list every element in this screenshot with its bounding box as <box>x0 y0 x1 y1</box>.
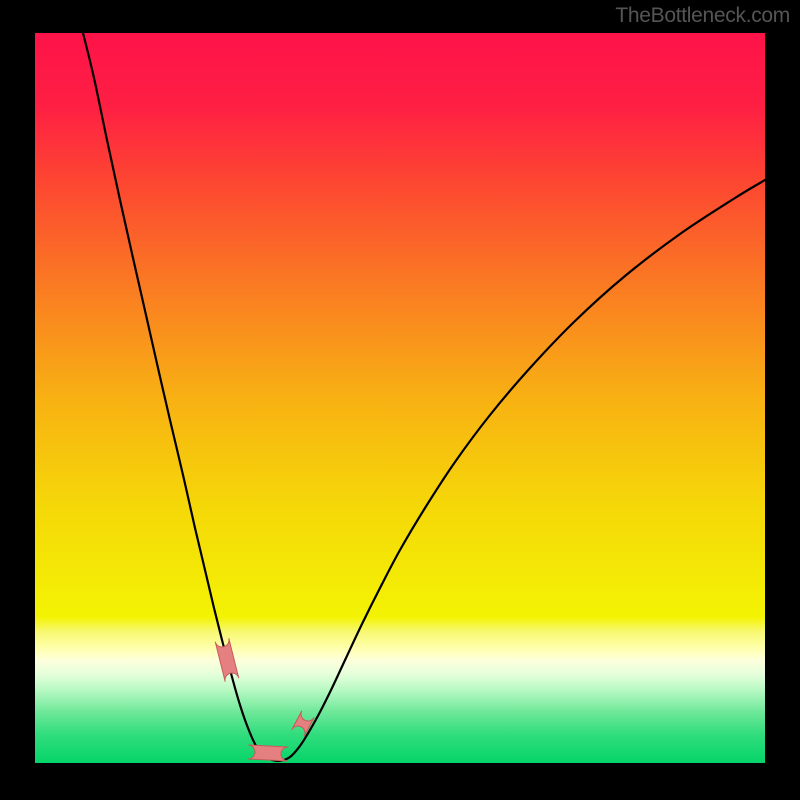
watermark-text: TheBottleneck.com <box>615 4 790 28</box>
chart-container: TheBottleneck.com <box>0 0 800 800</box>
chart-svg <box>0 0 800 800</box>
plot-background <box>35 33 765 763</box>
